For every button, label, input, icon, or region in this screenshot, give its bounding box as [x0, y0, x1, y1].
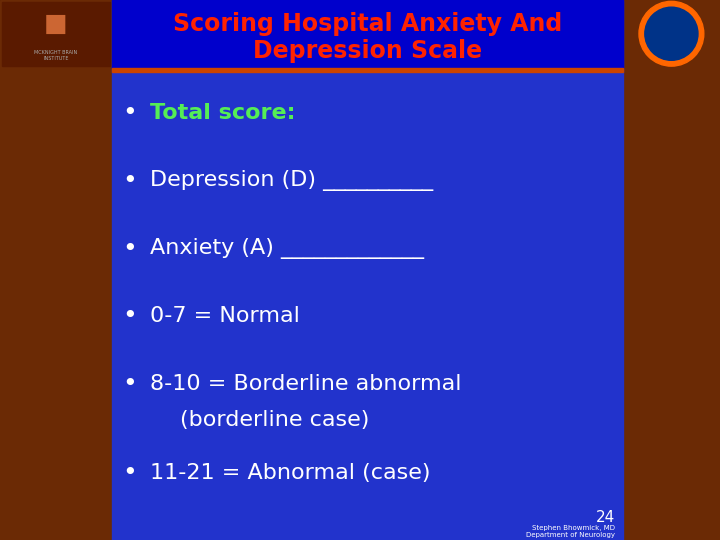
Text: •: • [122, 237, 137, 260]
Text: Scoring Hospital Anxiety And: Scoring Hospital Anxiety And [173, 12, 562, 36]
Text: Total score:: Total score: [150, 103, 295, 123]
Bar [0, 0, 112, 540]
Text: 0-7 = Normal: 0-7 = Normal [150, 307, 300, 327]
Text: Depression Scale: Depression Scale [253, 39, 482, 63]
Text: Stephen Bhowmick, MD: Stephen Bhowmick, MD [532, 525, 615, 531]
Text: (borderline case): (borderline case) [179, 410, 369, 430]
Circle shape [645, 7, 698, 60]
Text: ■: ■ [44, 12, 68, 36]
Text: •: • [122, 305, 137, 328]
Text: 8-10 = Borderline abnormal: 8-10 = Borderline abnormal [150, 374, 461, 394]
Text: Anxiety (A) _____________: Anxiety (A) _____________ [150, 238, 423, 259]
Text: MCKNIGHT BRAIN
INSTITUTE: MCKNIGHT BRAIN INSTITUTE [34, 50, 78, 61]
Bar [112, 0, 623, 540]
Text: Department of Neurology: Department of Neurology [526, 532, 615, 538]
Text: •: • [122, 373, 137, 396]
Text: 11-21 = Abnormal (case): 11-21 = Abnormal (case) [150, 463, 430, 483]
Bar [2, 2, 109, 65]
Text: Depression (D) __________: Depression (D) __________ [150, 170, 433, 191]
Bar [112, 0, 623, 68]
Text: •: • [122, 461, 137, 485]
Text: •: • [122, 100, 137, 125]
Bar [112, 68, 623, 72]
Circle shape [639, 2, 703, 66]
Bar [623, 0, 720, 540]
Text: •: • [122, 168, 137, 193]
Text: 24: 24 [595, 510, 615, 525]
